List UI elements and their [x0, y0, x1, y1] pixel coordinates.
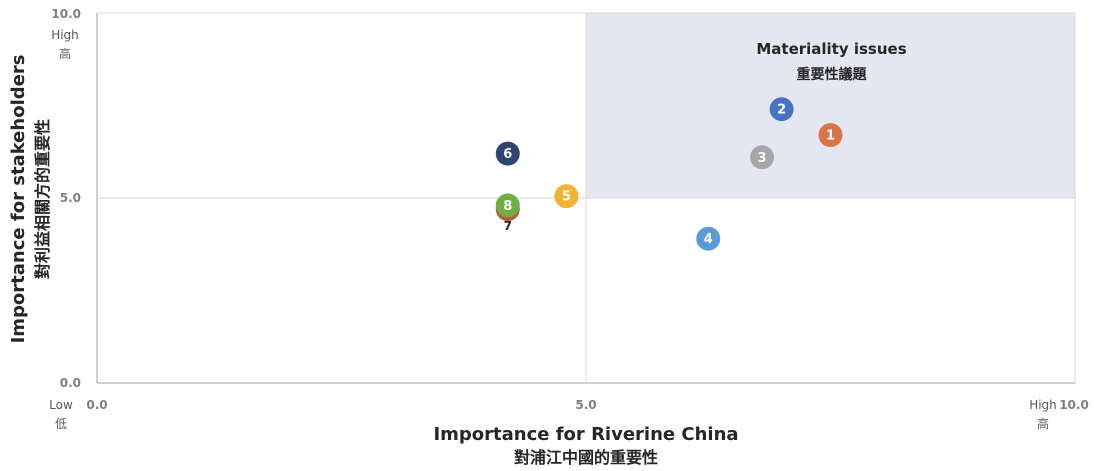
y-high-label: High: [51, 28, 79, 42]
x-tick-5: 5.0: [575, 398, 596, 412]
x-low-sub: 低: [55, 417, 67, 431]
x-axis-subtitle: 對浦江中國的重要性: [514, 448, 658, 467]
point-2-label: 2: [777, 103, 786, 118]
y-tick-10: 10.0: [51, 7, 81, 21]
point-3-label: 3: [758, 151, 767, 166]
point-8-marker: [495, 193, 520, 218]
point-5-label: 5: [562, 190, 571, 205]
region-subtitle: 重要性議題: [797, 66, 868, 83]
x-tick-10: 10.0: [1059, 398, 1089, 412]
materiality-region: [586, 13, 1075, 198]
x-high-sub: 高: [1037, 416, 1049, 431]
point-6-marker: [495, 141, 520, 166]
point-1-label: 1: [826, 129, 835, 144]
x-high-label: High: [1029, 398, 1057, 412]
point-4-marker: [696, 226, 721, 251]
x-tick-0: 0.0: [86, 398, 107, 412]
point-6-label: 6: [503, 147, 512, 162]
data-points: 7 1 2 3 4 5 6 8: [495, 97, 843, 251]
point-8-label: 8: [503, 199, 512, 214]
y-tick-0: 0.0: [60, 376, 81, 390]
point-7-label: 7: [504, 219, 512, 233]
point-5-marker: [554, 184, 579, 209]
point-2-marker: [769, 97, 794, 122]
point-4-label: 4: [704, 232, 713, 247]
y-axis-title: Importance for stakeholders: [8, 55, 29, 344]
point-1-marker: [818, 123, 843, 148]
y-tick-5: 5.0: [60, 191, 81, 205]
x-axis-title: Importance for Riverine China: [433, 424, 738, 445]
x-low-label: Low: [49, 398, 73, 412]
y-high-sub: 高: [59, 46, 71, 61]
region-title: Materiality issues: [756, 40, 906, 58]
y-axis-subtitle: 對利益相關方的重要性: [33, 119, 52, 279]
point-3-marker: [750, 145, 775, 170]
